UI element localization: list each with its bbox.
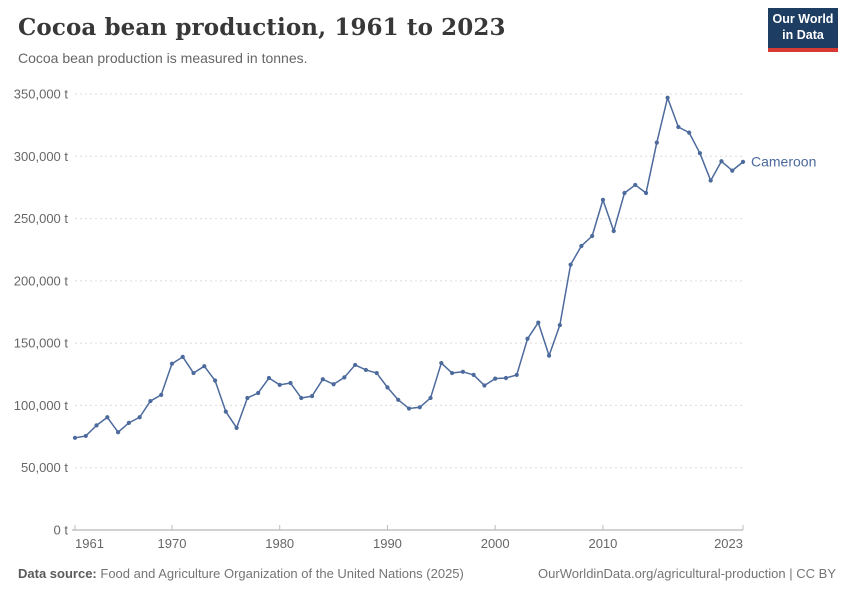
- x-tick-label: 2010: [588, 536, 617, 551]
- credit-link[interactable]: OurWorldinData.org/agricultural-producti…: [538, 566, 786, 581]
- data-point[interactable]: [406, 406, 412, 411]
- data-point[interactable]: [514, 372, 519, 378]
- data-point[interactable]: [557, 322, 562, 328]
- owid-logo-line1: Our World: [772, 12, 834, 27]
- data-point[interactable]: [665, 95, 670, 100]
- data-source-text: Food and Agriculture Organization of the…: [100, 566, 464, 581]
- y-tick-label: 150,000 t: [14, 336, 69, 351]
- data-point[interactable]: [503, 375, 509, 381]
- data-point[interactable]: [590, 233, 595, 239]
- data-point[interactable]: [568, 262, 573, 267]
- x-tick-label: 1961: [75, 536, 104, 551]
- data-point[interactable]: [428, 395, 433, 401]
- chart-header: Cocoa bean production, 1961 to 2023 Coco…: [18, 14, 750, 66]
- y-tick-label: 50,000 t: [21, 460, 68, 475]
- data-point[interactable]: [546, 353, 552, 358]
- data-point[interactable]: [385, 385, 390, 390]
- data-point[interactable]: [277, 382, 282, 387]
- data-point[interactable]: [536, 320, 541, 325]
- owid-logo-line2: in Data: [782, 28, 824, 42]
- data-point[interactable]: [697, 151, 703, 156]
- data-point[interactable]: [482, 383, 487, 388]
- data-point[interactable]: [611, 228, 616, 234]
- data-point[interactable]: [353, 362, 358, 368]
- data-point[interactable]: [633, 182, 638, 188]
- y-tick-label: 300,000 t: [14, 149, 69, 164]
- chart-footer: Data source: Food and Agriculture Organi…: [18, 566, 836, 581]
- data-point[interactable]: [460, 369, 465, 374]
- data-point[interactable]: [449, 370, 455, 376]
- data-point[interactable]: [83, 433, 88, 439]
- data-point[interactable]: [654, 140, 659, 145]
- credit-license: | CC BY: [785, 566, 836, 581]
- data-point[interactable]: [342, 375, 347, 380]
- x-tick-label: 2000: [481, 536, 510, 551]
- data-point[interactable]: [708, 178, 713, 183]
- data-point[interactable]: [105, 415, 110, 420]
- data-point[interactable]: [643, 190, 649, 196]
- data-point[interactable]: [600, 197, 606, 202]
- data-point[interactable]: [374, 370, 379, 376]
- data-point[interactable]: [169, 361, 175, 366]
- data-point[interactable]: [417, 405, 422, 410]
- data-point[interactable]: [687, 130, 692, 135]
- data-point[interactable]: [159, 392, 164, 397]
- data-point[interactable]: [72, 435, 78, 440]
- data-point[interactable]: [234, 425, 239, 430]
- series-line-cameroon[interactable]: [74, 96, 744, 439]
- data-point[interactable]: [126, 420, 131, 425]
- data-point[interactable]: [471, 372, 476, 378]
- data-point[interactable]: [148, 398, 153, 404]
- data-point[interactable]: [288, 380, 293, 386]
- data-point[interactable]: [320, 377, 325, 382]
- data-point[interactable]: [256, 390, 261, 396]
- chart-subtitle: Cocoa bean production is measured in ton…: [18, 50, 308, 66]
- data-point[interactable]: [191, 370, 196, 376]
- data-point[interactable]: [719, 159, 724, 164]
- data-point[interactable]: [740, 159, 746, 164]
- data-point[interactable]: [212, 378, 218, 383]
- data-point[interactable]: [525, 336, 530, 341]
- data-point[interactable]: [676, 124, 681, 130]
- y-tick-label: 100,000 t: [14, 398, 69, 413]
- data-point[interactable]: [331, 382, 336, 387]
- data-point[interactable]: [579, 243, 584, 249]
- series-label[interactable]: Cameroon: [751, 153, 816, 169]
- data-point[interactable]: [396, 397, 401, 402]
- data-point[interactable]: [137, 415, 142, 420]
- data-point[interactable]: [266, 375, 272, 381]
- y-tick-label: 0 t: [54, 523, 69, 538]
- x-tick-label: 2023: [714, 536, 743, 551]
- x-tick-label: 1980: [265, 536, 294, 551]
- data-point[interactable]: [309, 393, 315, 399]
- data-point[interactable]: [439, 360, 444, 366]
- data-source-label: Data source:: [18, 566, 97, 581]
- data-point[interactable]: [180, 354, 185, 359]
- y-tick-label: 200,000 t: [14, 273, 69, 288]
- owid-logo[interactable]: Our World in Data: [768, 8, 838, 52]
- data-point[interactable]: [363, 367, 369, 373]
- credit: OurWorldinData.org/agricultural-producti…: [538, 566, 836, 581]
- data-point[interactable]: [94, 423, 99, 428]
- data-point[interactable]: [730, 168, 735, 173]
- x-tick-label: 1970: [158, 536, 187, 551]
- data-point[interactable]: [245, 395, 250, 401]
- x-tick-label: 1990: [373, 536, 402, 551]
- y-tick-label: 250,000 t: [14, 211, 69, 226]
- data-point[interactable]: [202, 364, 207, 369]
- data-point[interactable]: [493, 376, 498, 381]
- data-point[interactable]: [115, 430, 121, 435]
- y-tick-label: 350,000 t: [14, 87, 69, 102]
- data-point[interactable]: [622, 190, 627, 196]
- data-point[interactable]: [299, 395, 304, 401]
- page-title: Cocoa bean production, 1961 to 2023: [18, 14, 506, 41]
- data-source: Data source: Food and Agriculture Organi…: [18, 566, 464, 581]
- data-point[interactable]: [223, 409, 228, 414]
